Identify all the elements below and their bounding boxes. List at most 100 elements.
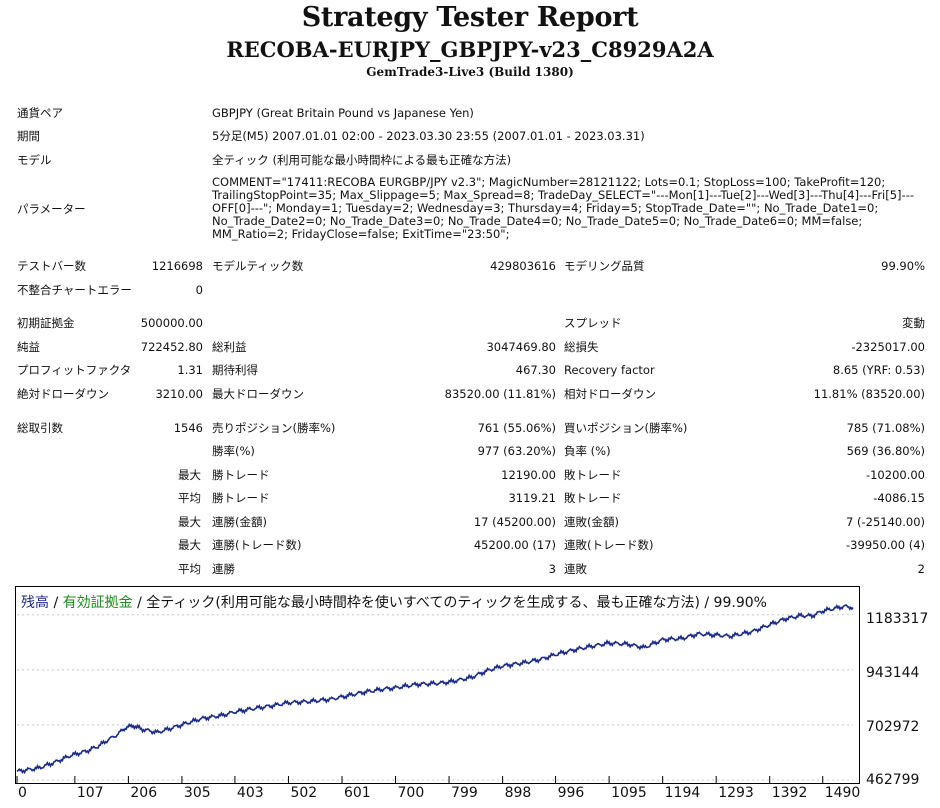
report-title: Strategy Tester Report bbox=[301, 2, 639, 33]
gross-loss-value: -2325017.00 bbox=[851, 340, 925, 354]
spread-label: スプレッド bbox=[564, 316, 622, 330]
y-tick-label: 1183317 bbox=[866, 611, 929, 627]
abs-drawdown-value: 3210.00 bbox=[155, 387, 203, 401]
max-drawdown-label: 最大ドローダウン bbox=[212, 387, 304, 401]
x-tick-label: 799 bbox=[451, 785, 478, 801]
y-tick-label: 702972 bbox=[866, 719, 920, 735]
errors-label: 不整合チャートエラー bbox=[17, 283, 132, 297]
quality-label: モデリング品質 bbox=[564, 259, 645, 273]
max-consec-wins-count-label: 連勝(トレード数) bbox=[212, 538, 302, 552]
params-label: パラメーター bbox=[17, 202, 86, 216]
spread-value: 変動 bbox=[902, 316, 925, 330]
avg-consec-losses-label: 連敗 bbox=[564, 562, 587, 576]
loss-rate-value: 569 (36.80%) bbox=[846, 444, 925, 458]
y-tick-label: 943144 bbox=[866, 665, 920, 681]
x-tick-label: 1293 bbox=[718, 785, 754, 801]
recovery-factor-value: 8.65 (YRF: 0.53) bbox=[832, 363, 925, 377]
max-consec-losses-count-value: -39950.00 (4) bbox=[846, 538, 925, 552]
largest-win-value: 12190.00 bbox=[501, 468, 556, 482]
chart-legend: 残高 / 有効証拠金 / 全ティック(利用可能な最小時間枠を使いすべてのティック… bbox=[21, 592, 767, 612]
max-consec-count-prefix: 最大 bbox=[178, 538, 201, 552]
avg-consec-wins-label: 連勝 bbox=[212, 562, 235, 576]
gross-profit-label: 総利益 bbox=[212, 340, 247, 354]
largest-loss-value: -10200.00 bbox=[865, 468, 925, 482]
legend-separator: / bbox=[49, 595, 63, 611]
x-tick-label: 601 bbox=[343, 785, 371, 801]
rel-drawdown-value: 11.81% (83520.00) bbox=[813, 387, 925, 401]
legend-balance: 残高 bbox=[21, 595, 49, 611]
balance-chart bbox=[16, 603, 854, 784]
x-tick-label: 502 bbox=[290, 785, 318, 801]
deposit-value: 500000.00 bbox=[140, 316, 203, 330]
model-value: 全ティック (利用可能な最小時間枠による最も正確な方法) bbox=[212, 153, 512, 167]
win-rate-value: 977 (63.20%) bbox=[477, 444, 556, 458]
avg-win-label: 勝トレード bbox=[212, 491, 270, 505]
avg-loss-label: 敗トレード bbox=[564, 491, 622, 505]
model-label: モデル bbox=[17, 153, 52, 167]
largest-prefix: 最大 bbox=[178, 468, 201, 482]
rel-drawdown-label: 相対ドローダウン bbox=[564, 387, 656, 401]
gross-loss-label: 総損失 bbox=[564, 340, 599, 354]
short-positions-label: 売りポジション(勝率%) bbox=[212, 421, 336, 435]
x-tick-label: 898 bbox=[504, 785, 532, 801]
x-tick-label: 305 bbox=[183, 785, 211, 801]
x-tick-label: 206 bbox=[130, 785, 158, 801]
max-consec-losses-money-label: 連敗(金額) bbox=[564, 515, 619, 529]
long-positions-value: 785 (71.08%) bbox=[846, 421, 925, 435]
balance-series-line bbox=[16, 603, 854, 775]
legend-description: / 全ティック(利用可能な最小時間枠を使いすべてのティックを生成する、最も正確な… bbox=[132, 595, 767, 611]
period-label: 期間 bbox=[17, 129, 40, 143]
avg-consec-losses-value: 2 bbox=[917, 562, 925, 576]
params-value: COMMENT="17411:RECOBA EURGBP/JPY v2.3"; … bbox=[212, 175, 914, 241]
max-consec-wins-count-value: 45200.00 (17) bbox=[473, 538, 556, 552]
x-tick-label: 107 bbox=[76, 785, 104, 801]
pair-label: 通貨ペア bbox=[17, 106, 63, 120]
recovery-factor-label: Recovery factor bbox=[564, 363, 655, 377]
largest-win-label: 勝トレード bbox=[212, 468, 270, 482]
total-trades-value: 1546 bbox=[173, 421, 203, 435]
avg-consec-prefix: 平均 bbox=[178, 562, 201, 576]
loss-rate-label: 負率 (%) bbox=[564, 444, 611, 458]
x-tick-label: 403 bbox=[236, 785, 264, 801]
expected-payoff-value: 467.30 bbox=[515, 363, 556, 377]
report-subtitle: RECOBA-EURJPY_GBPJPY-v23_C8929A2A bbox=[226, 37, 714, 62]
ticks-value: 429803616 bbox=[490, 259, 556, 273]
profit-factor-label: プロフィットファクタ bbox=[17, 363, 132, 377]
max-drawdown-value: 83520.00 (11.81%) bbox=[444, 387, 556, 401]
testbars-value: 1216698 bbox=[151, 259, 203, 273]
expected-payoff-label: 期待利得 bbox=[212, 363, 258, 377]
total-trades-label: 総取引数 bbox=[17, 421, 63, 435]
x-tick-label: 996 bbox=[557, 785, 585, 801]
net-value: 722452.80 bbox=[140, 340, 203, 354]
avg-win-value: 3119.21 bbox=[508, 491, 556, 505]
largest-loss-label: 敗トレード bbox=[564, 468, 622, 482]
x-tick-label: 700 bbox=[397, 785, 425, 801]
testbars-label: テストバー数 bbox=[17, 259, 86, 273]
build-info: GemTrade3-Live3 (Build 1380) bbox=[366, 65, 574, 79]
x-tick-label: 1490 bbox=[824, 785, 861, 801]
average-prefix: 平均 bbox=[178, 491, 201, 505]
legend-equity: 有効証拠金 bbox=[62, 595, 133, 611]
ticks-label: モデルティック数 bbox=[212, 259, 304, 273]
pair-value: GBPJPY (Great Britain Pound vs Japanese … bbox=[212, 106, 474, 120]
max-consec-losses-money-value: 7 (-25140.00) bbox=[846, 515, 925, 529]
x-tick-label: 1194 bbox=[664, 785, 701, 801]
profit-factor-value: 1.31 bbox=[177, 363, 203, 377]
max-consec-money-prefix: 最大 bbox=[178, 515, 201, 529]
x-tick-label: 0 bbox=[18, 785, 27, 801]
errors-value: 0 bbox=[195, 283, 203, 297]
max-consec-wins-money-label: 連勝(金額) bbox=[212, 515, 267, 529]
avg-loss-value: -4086.15 bbox=[873, 491, 925, 505]
y-tick-label: 462799 bbox=[866, 772, 920, 788]
win-rate-label: 勝率(%) bbox=[212, 444, 255, 458]
max-consec-wins-money-value: 17 (45200.00) bbox=[473, 515, 556, 529]
short-positions-value: 761 (55.06%) bbox=[477, 421, 556, 435]
net-label: 純益 bbox=[17, 340, 40, 354]
x-tick-label: 1392 bbox=[771, 785, 808, 801]
deposit-label: 初期証拠金 bbox=[17, 316, 75, 330]
quality-value: 99.90% bbox=[881, 259, 925, 273]
long-positions-label: 買いポジション(勝率%) bbox=[564, 421, 688, 435]
max-consec-losses-count-label: 連敗(トレード数) bbox=[564, 538, 654, 552]
avg-consec-wins-value: 3 bbox=[548, 562, 556, 576]
period-value: 5分足(M5) 2007.01.01 02:00 - 2023.03.30 23… bbox=[212, 129, 645, 143]
